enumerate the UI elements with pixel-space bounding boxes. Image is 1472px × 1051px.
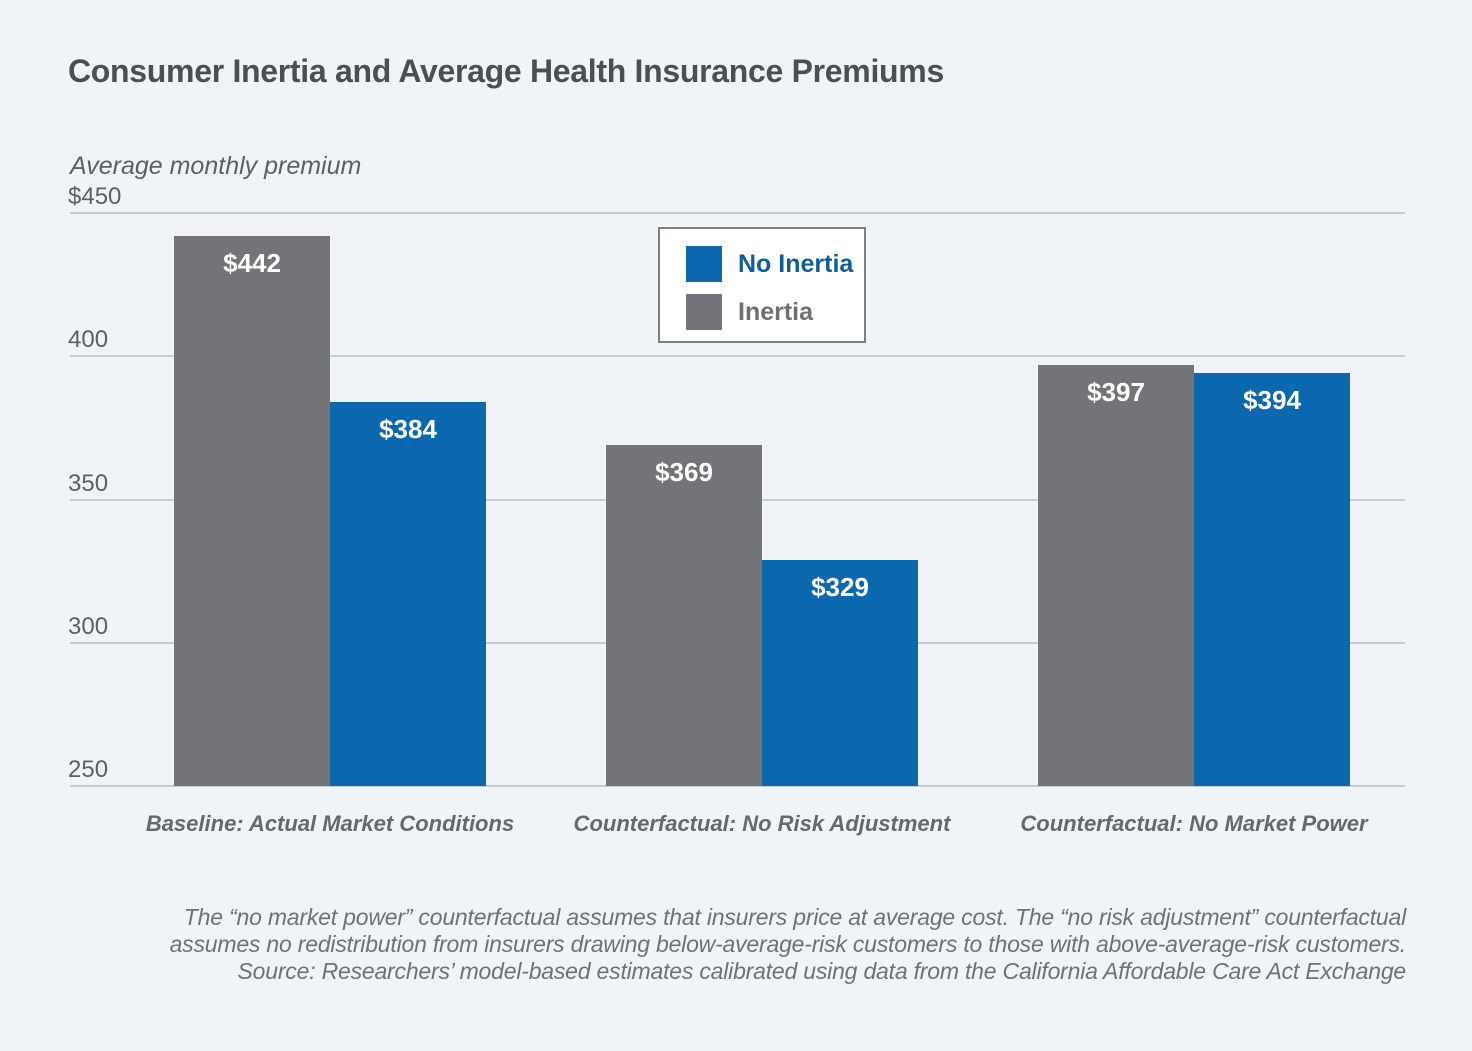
gridline-400 — [70, 355, 1405, 358]
legend-item-no-inertia: No Inertia — [686, 246, 853, 282]
footnote: The “no market power” counterfactual ass… — [60, 904, 1407, 985]
bar-inertia-counterfactual-no-market-power: $397 — [1038, 364, 1194, 786]
bar-no-inertia-counterfactual-no-market-power: $394 — [1194, 373, 1350, 786]
footnote-line-1: The “no market power” counterfactual ass… — [183, 904, 1406, 930]
category-label-counterfactual-no-risk-adjustment: Counterfactual: No Risk Adjustment — [573, 811, 951, 836]
bar-inertia-baseline-actual-market-conditions: $442 — [174, 235, 330, 786]
ytick-450: $450 — [68, 183, 122, 210]
inertia-swatch — [686, 294, 722, 330]
legend-label-no-inertia: No Inertia — [738, 249, 854, 278]
y-axis-title: Average monthly premium — [70, 152, 362, 180]
ytick-350: 350 — [68, 469, 109, 497]
legend-item-inertia: Inertia — [686, 294, 813, 330]
bar-no-inertia-baseline-actual-market-conditions: $384 — [330, 402, 486, 786]
category-label-counterfactual-no-market-power: Counterfactual: No Market Power — [1020, 811, 1368, 836]
legend-box: No Inertia Inertia — [658, 227, 866, 343]
bar-value-label: $442 — [223, 247, 281, 278]
footnote-line-2: assumes no redistribution from insurers … — [169, 931, 1407, 957]
bar-value-label: $384 — [379, 414, 437, 445]
bar-value-label: $329 — [811, 571, 869, 602]
bar-value-label: $394 — [1243, 385, 1301, 416]
ytick-300: 300 — [68, 612, 109, 640]
ytick-250: 250 — [68, 756, 109, 783]
category-label-baseline-actual-market-conditions: Baseline: Actual Market Conditions — [145, 811, 515, 836]
plot-area: $450 400 350 300 250 $442 $384 Baseline: Actual… — [68, 183, 1405, 836]
footnote-line-3: Source: Researchers’ model-based estimat… — [237, 958, 1407, 984]
chart-title: Consumer Inertia and Average Health Insu… — [68, 53, 944, 89]
bar-inertia-counterfactual-no-risk-adjustment: $369 — [606, 445, 762, 786]
no-inertia-swatch — [686, 246, 722, 282]
ytick-400: 400 — [68, 326, 109, 354]
bar-value-label: $397 — [1087, 376, 1145, 407]
bar-value-label: $369 — [655, 457, 713, 488]
bar-no-inertia-counterfactual-no-risk-adjustment: $329 — [762, 559, 918, 786]
gridline-250 — [70, 785, 1405, 787]
gridline-450 — [70, 212, 1405, 214]
legend-label-inertia: Inertia — [738, 297, 814, 326]
